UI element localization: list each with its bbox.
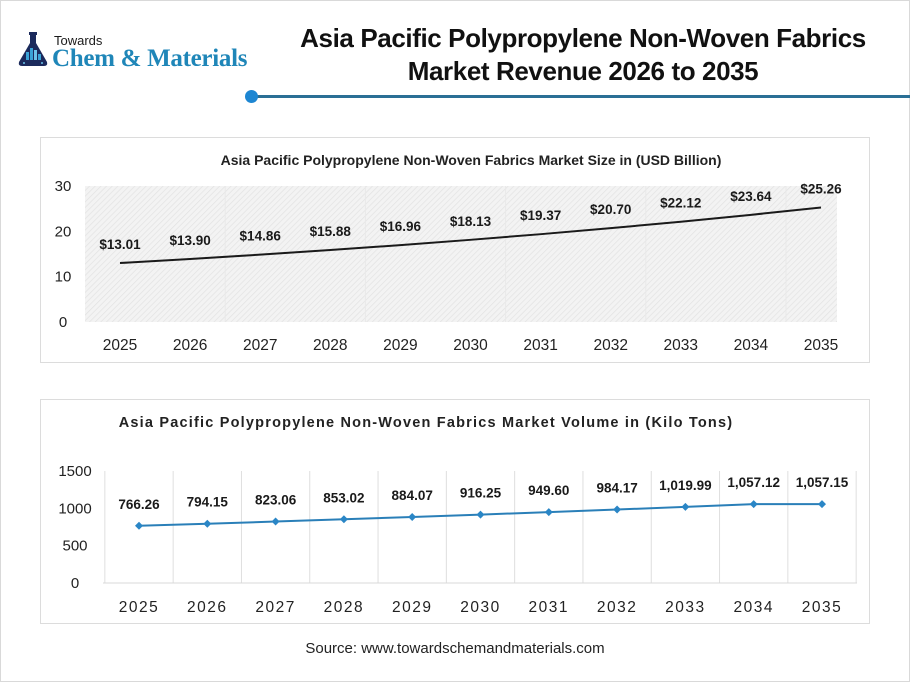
- diamond-marker-icon: [818, 500, 826, 509]
- data-label: $13.01: [99, 237, 141, 252]
- x-tick-label: 2033: [664, 337, 698, 354]
- y-tick-label: 0: [59, 314, 67, 331]
- x-tick-label: 2032: [597, 599, 637, 616]
- y-tick-label: 1000: [58, 500, 91, 517]
- data-label: 1,057.15: [796, 475, 849, 490]
- x-tick-label: 2032: [593, 337, 627, 354]
- data-label: 766.26: [118, 497, 160, 512]
- x-tick-label: 2030: [460, 599, 500, 616]
- x-tick-label: 2033: [665, 599, 705, 616]
- data-label: $16.96: [380, 219, 422, 234]
- data-label: $13.90: [169, 233, 210, 248]
- market-volume-chart-title: Asia Pacific Polypropylene Non-Woven Fab…: [118, 415, 734, 431]
- page-title-line2: Market Revenue 2026 to 2035: [407, 56, 759, 86]
- brand-towards-text: Towards: [54, 33, 103, 48]
- page-title: Asia Pacific Polypropylene Non-Woven Fab…: [258, 22, 908, 88]
- brand-name-text: Chem & Materials: [52, 45, 248, 72]
- data-label: 1,057.12: [727, 475, 780, 490]
- x-tick-label: 2035: [802, 599, 842, 616]
- data-label: 1,019.99: [659, 478, 712, 493]
- x-tick-label: 2026: [187, 599, 227, 616]
- x-tick-label: 2027: [255, 599, 295, 616]
- page-title-line1: Asia Pacific Polypropylene Non-Woven Fab…: [300, 23, 866, 53]
- data-label: $19.37: [520, 208, 561, 223]
- data-label: $14.86: [240, 229, 282, 244]
- x-tick-label: 2025: [103, 337, 137, 354]
- x-tick-label: 2027: [243, 337, 277, 354]
- plot-area: [85, 186, 837, 322]
- title-underline-dot: [245, 90, 258, 103]
- y-tick-label: 20: [55, 223, 72, 240]
- diamond-marker-icon: [476, 510, 485, 519]
- x-tick-label: 2029: [383, 337, 417, 354]
- data-label: 984.17: [596, 481, 637, 496]
- diamond-marker-icon: [613, 505, 622, 514]
- x-tick-label: 2028: [313, 337, 347, 354]
- x-tick-label: 2029: [392, 599, 432, 616]
- diamond-marker-icon: [203, 519, 212, 528]
- diamond-marker-icon: [681, 502, 690, 511]
- data-label: 853.02: [323, 490, 364, 505]
- y-tick-label: 0: [71, 575, 79, 592]
- y-tick-label: 10: [55, 269, 72, 286]
- diamond-marker-icon: [749, 500, 758, 509]
- source-citation: Source: www.towardschemandmaterials.com: [305, 640, 605, 657]
- market-volume-line-chart: 0 500 1000 1500 2025 2026 2027 2028 2029 2030 2031…: [58, 463, 857, 616]
- data-label: 823.06: [255, 493, 297, 508]
- market-size-chart-title: Asia Pacific Polypropylene Non-Woven Fab…: [220, 152, 722, 168]
- y-tick-label: 500: [62, 538, 87, 555]
- diamond-marker-icon: [271, 517, 280, 526]
- x-tick-label: 2031: [523, 337, 557, 354]
- diamond-marker-icon: [339, 515, 348, 524]
- x-tick-label: 2034: [733, 599, 773, 616]
- diamond-marker-icon: [135, 521, 143, 530]
- x-tick-label: 2028: [324, 599, 364, 616]
- x-tick-label: 2026: [173, 337, 207, 354]
- data-label: $18.13: [450, 214, 492, 229]
- data-label: $23.64: [730, 189, 772, 204]
- y-tick-label: 30: [55, 178, 72, 195]
- brand-logo: Towards Chem & Materials: [16, 30, 248, 75]
- y-tick-label: 1500: [58, 463, 91, 480]
- data-label: 794.15: [187, 495, 229, 510]
- data-label: 949.60: [528, 483, 569, 498]
- data-label: $22.12: [660, 196, 701, 211]
- market-size-chart-panel: Asia Pacific Polypropylene Non-Woven Fab…: [40, 137, 870, 363]
- market-volume-chart-panel: Asia Pacific Polypropylene Non-Woven Fab…: [40, 399, 870, 624]
- x-tick-label: 2034: [734, 337, 769, 354]
- data-label: $20.70: [590, 202, 631, 217]
- flask-chart-icon: [18, 32, 48, 66]
- data-label: 884.07: [392, 488, 433, 503]
- x-tick-label: 2035: [804, 337, 838, 354]
- x-tick-label: 2030: [453, 337, 488, 354]
- data-label: $25.26: [800, 181, 842, 196]
- data-label: $15.88: [310, 224, 352, 239]
- title-underline: [252, 95, 910, 98]
- data-label: 916.25: [460, 486, 502, 501]
- x-tick-label: 2031: [529, 599, 569, 616]
- diamond-marker-icon: [408, 512, 417, 521]
- diamond-marker-icon: [544, 508, 553, 517]
- data-line: [119, 206, 822, 265]
- x-tick-label: 2025: [119, 599, 159, 616]
